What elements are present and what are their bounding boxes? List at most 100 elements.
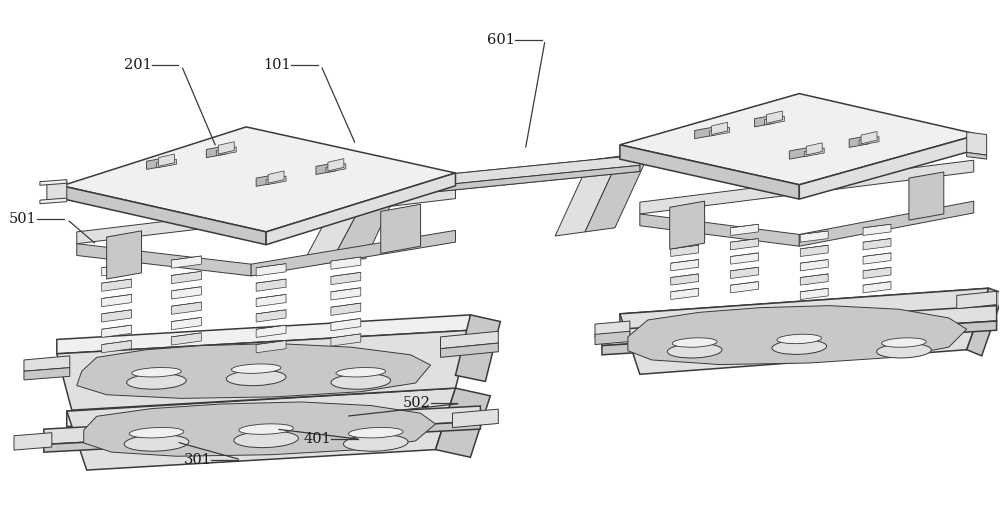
Polygon shape <box>331 257 361 269</box>
Polygon shape <box>731 267 758 279</box>
Polygon shape <box>452 409 498 427</box>
Polygon shape <box>102 325 132 337</box>
Polygon shape <box>967 132 987 155</box>
Polygon shape <box>695 127 715 139</box>
Polygon shape <box>909 172 944 220</box>
Polygon shape <box>800 231 828 242</box>
Polygon shape <box>326 164 346 173</box>
Polygon shape <box>863 238 891 250</box>
Polygon shape <box>670 201 705 249</box>
Polygon shape <box>595 331 630 345</box>
Ellipse shape <box>127 374 186 389</box>
Polygon shape <box>863 224 891 235</box>
Polygon shape <box>321 155 640 193</box>
Polygon shape <box>251 230 455 276</box>
Polygon shape <box>766 111 782 123</box>
Polygon shape <box>256 295 286 306</box>
Ellipse shape <box>132 368 181 377</box>
Polygon shape <box>268 171 284 183</box>
Polygon shape <box>671 260 699 271</box>
Polygon shape <box>861 131 877 144</box>
Polygon shape <box>40 198 67 204</box>
Ellipse shape <box>348 427 403 438</box>
Polygon shape <box>57 330 470 410</box>
Polygon shape <box>321 165 640 203</box>
Polygon shape <box>62 127 455 232</box>
Text: 201: 201 <box>124 58 152 73</box>
Polygon shape <box>77 187 455 244</box>
Polygon shape <box>171 256 201 268</box>
Polygon shape <box>555 156 620 236</box>
Polygon shape <box>256 340 286 353</box>
Polygon shape <box>107 231 142 279</box>
Polygon shape <box>764 116 784 125</box>
Text: 502: 502 <box>403 397 431 410</box>
Ellipse shape <box>777 334 822 344</box>
Polygon shape <box>171 287 201 299</box>
Polygon shape <box>602 305 997 346</box>
Polygon shape <box>171 271 201 284</box>
Polygon shape <box>595 321 630 337</box>
Polygon shape <box>256 175 276 186</box>
Polygon shape <box>640 160 974 214</box>
Polygon shape <box>14 433 52 450</box>
Polygon shape <box>585 152 650 232</box>
Polygon shape <box>171 302 201 314</box>
Polygon shape <box>710 127 730 136</box>
Polygon shape <box>620 145 799 199</box>
Ellipse shape <box>882 338 926 347</box>
Ellipse shape <box>234 431 298 448</box>
Polygon shape <box>800 274 828 285</box>
Polygon shape <box>804 148 824 157</box>
Polygon shape <box>67 388 455 470</box>
Polygon shape <box>321 155 640 197</box>
Polygon shape <box>102 279 132 291</box>
Polygon shape <box>57 315 470 354</box>
Polygon shape <box>957 291 997 308</box>
Polygon shape <box>206 146 226 158</box>
Polygon shape <box>256 279 286 291</box>
Polygon shape <box>102 295 132 306</box>
Polygon shape <box>256 310 286 322</box>
Polygon shape <box>800 288 828 300</box>
Polygon shape <box>331 272 361 285</box>
Polygon shape <box>671 231 699 242</box>
Polygon shape <box>671 274 699 285</box>
Text: 401: 401 <box>303 432 331 447</box>
Polygon shape <box>256 325 286 337</box>
Ellipse shape <box>129 427 184 438</box>
Ellipse shape <box>672 338 717 347</box>
Ellipse shape <box>124 435 189 451</box>
Polygon shape <box>731 224 758 235</box>
Polygon shape <box>331 288 361 300</box>
Polygon shape <box>147 158 166 169</box>
Polygon shape <box>441 343 498 357</box>
Polygon shape <box>731 253 758 264</box>
Polygon shape <box>24 368 70 380</box>
Polygon shape <box>859 136 879 145</box>
Polygon shape <box>321 165 640 203</box>
Text: 601: 601 <box>487 33 515 47</box>
Ellipse shape <box>226 370 286 386</box>
Polygon shape <box>455 315 500 382</box>
Polygon shape <box>44 421 480 452</box>
Ellipse shape <box>772 340 827 354</box>
Polygon shape <box>436 388 490 457</box>
Polygon shape <box>256 264 286 276</box>
Polygon shape <box>301 188 371 267</box>
Polygon shape <box>62 186 266 245</box>
Polygon shape <box>156 159 176 168</box>
Polygon shape <box>640 214 799 246</box>
Polygon shape <box>602 321 997 355</box>
Polygon shape <box>800 260 828 271</box>
Ellipse shape <box>336 368 386 377</box>
Polygon shape <box>84 402 436 456</box>
Polygon shape <box>102 264 132 276</box>
Ellipse shape <box>877 344 931 358</box>
Polygon shape <box>218 142 234 154</box>
Polygon shape <box>67 388 455 426</box>
Polygon shape <box>712 122 728 134</box>
Polygon shape <box>266 173 455 245</box>
Polygon shape <box>620 288 989 328</box>
Polygon shape <box>620 288 989 374</box>
